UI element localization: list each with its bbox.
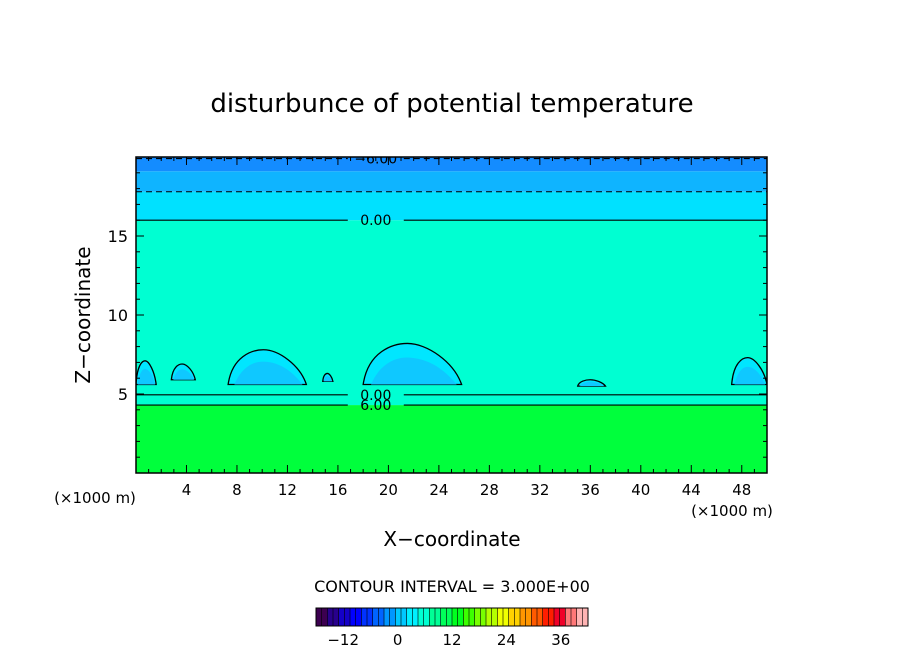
x-tick-label: 16 <box>328 481 347 499</box>
x-tick-label: 48 <box>732 481 751 499</box>
field-band-4 <box>136 157 767 172</box>
contour-interval-label: CONTOUR INTERVAL = 3.000E+00 <box>314 577 590 596</box>
field-band-3 <box>136 171 767 192</box>
cold-anomaly-cells <box>136 342 767 387</box>
cold-cell-core-3 <box>323 376 333 382</box>
cold-cell-core-2 <box>234 361 303 385</box>
x-unit-left: (×1000 m) <box>54 489 136 507</box>
y-tick-label: 10 <box>108 306 128 325</box>
cold-cell-core-6 <box>734 366 766 385</box>
x-axis: 4 8 12 16 20 24 28 32 36 40 44 48 <box>148 157 755 499</box>
y-axis-label: Z−coordinate <box>71 246 95 383</box>
temperature-field <box>136 157 767 473</box>
x-tick-label: 12 <box>278 481 297 499</box>
x-tick-label: 28 <box>480 481 499 499</box>
colorbar-frame <box>315 607 589 627</box>
x-tick-label: 36 <box>581 481 600 499</box>
x-tick-label: 40 <box>631 481 650 499</box>
x-axis-label: X−coordinate <box>383 527 520 551</box>
colorbar-tick-label: 24 <box>497 631 516 649</box>
contour-lines: −6.000.000.006.00 <box>136 152 767 414</box>
contour-label-3: 0.00 <box>360 388 391 404</box>
cold-cell-core-0 <box>137 368 156 385</box>
y-axis: 5 10 15 <box>108 172 767 458</box>
cold-cell-core-1 <box>173 369 195 380</box>
field-band-0 <box>136 405 767 473</box>
x-tick-label: 4 <box>182 481 192 499</box>
contour-label-0: −6.00 <box>354 152 397 168</box>
chart-title: disturbunce of potential temperature <box>210 89 693 119</box>
y-tick-label: 5 <box>118 385 128 404</box>
field-band-2 <box>136 191 767 221</box>
x-tick-label: 44 <box>682 481 701 499</box>
x-tick-label: 20 <box>379 481 398 499</box>
x-unit-right: (×1000 m) <box>691 502 773 520</box>
colorbar: −12 0 12 24 36 <box>315 607 589 649</box>
colorbar-tick-label: 36 <box>551 631 570 649</box>
x-tick-label: 24 <box>429 481 448 499</box>
colorbar-tick-label: 0 <box>393 631 403 649</box>
x-tick-label: 8 <box>232 481 242 499</box>
cold-cell-core-4 <box>371 357 457 385</box>
contour-label-2: 0.00 <box>360 213 391 229</box>
y-tick-label: 15 <box>108 227 128 246</box>
contour-label-4: 6.00 <box>360 398 391 414</box>
cold-cell-core-5 <box>579 381 605 387</box>
colorbar-tick-label: 12 <box>442 631 461 649</box>
colorbar-tick-label: −12 <box>327 631 359 649</box>
x-tick-label: 32 <box>530 481 549 499</box>
